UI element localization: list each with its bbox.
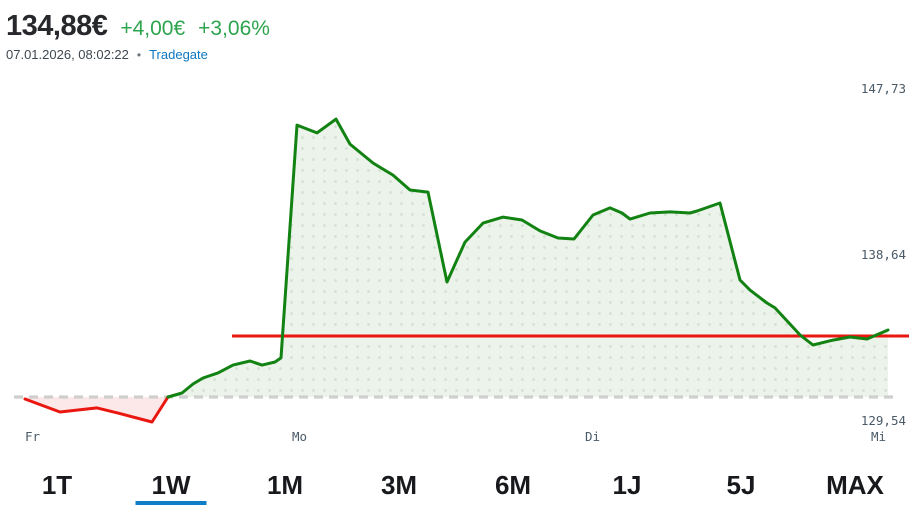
tab-6m[interactable]: 6M (494, 469, 532, 500)
quote-timestamp: 07.01.2026, 08:02:22 (6, 47, 129, 62)
current-week-area (168, 119, 888, 397)
x-axis-label: Mo (292, 429, 307, 444)
current-week-line (166, 117, 890, 399)
x-axis-label: Fr (25, 429, 41, 444)
tab-3m[interactable]: 3M (380, 469, 418, 500)
y-axis-label: 129,54 (861, 413, 906, 428)
tab-5j[interactable]: 5J (726, 469, 756, 500)
y-axis-label: 138,64 (861, 247, 906, 262)
price-change-absolute: +4,00€ (120, 17, 186, 40)
price-chart[interactable]: 147,73 138,64 129,54 Fr Mo Di Mi (0, 0, 912, 460)
tab-1t[interactable]: 1T (41, 469, 73, 500)
price-change-percent: +3,06% (198, 17, 270, 40)
tab-1m[interactable]: 1M (266, 469, 304, 500)
x-axis-label: Mi (871, 429, 886, 444)
tab-1j[interactable]: 1J (612, 469, 642, 500)
quote-header: 134,88€ +4,00€ +3,06% 07.01.2026, 08:02:… (6, 10, 270, 62)
friday-session-line (23, 395, 170, 424)
quote-meta-row: 07.01.2026, 08:02:22 • Tradegate (6, 47, 270, 62)
price-row: 134,88€ +4,00€ +3,06% (6, 10, 270, 43)
time-range-tabs: 1T 1W 1M 3M 6M 1J 5J MAX (0, 460, 912, 522)
separator-dot: • (136, 47, 142, 62)
y-axis-label: 147,73 (861, 81, 906, 96)
x-axis-label: Di (585, 429, 600, 444)
current-price: 134,88€ (6, 10, 108, 42)
tab-max[interactable]: MAX (826, 469, 884, 500)
venue-link[interactable]: Tradegate (149, 47, 208, 62)
tab-1w[interactable]: 1W (114, 460, 228, 522)
friday-session-area (25, 397, 168, 422)
